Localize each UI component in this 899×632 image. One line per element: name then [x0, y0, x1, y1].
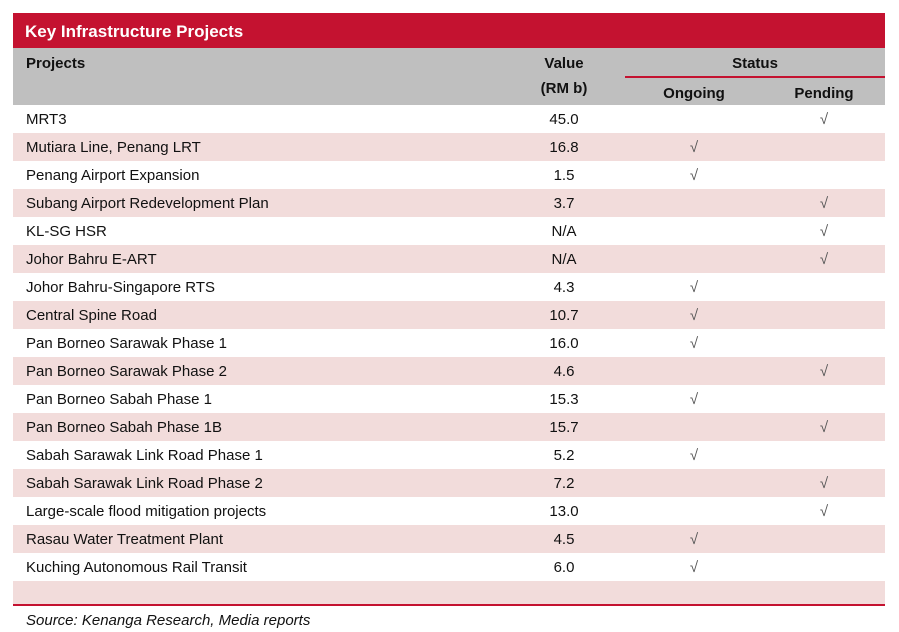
ongoing-check-icon: √ — [689, 335, 699, 352]
table-row: Johor Bahru E-ART N/A √ — [13, 245, 885, 273]
project-name: Large-scale flood mitigation projects — [26, 503, 267, 520]
header-status: Status — [732, 55, 778, 72]
project-value: 45.0 — [549, 111, 579, 128]
pending-check-icon: √ — [819, 475, 829, 492]
bottom-rule — [13, 604, 885, 606]
table-row: Pan Borneo Sarawak Phase 1 16.0 √ — [13, 329, 885, 357]
table-title: Key Infrastructure Projects — [13, 13, 885, 48]
project-name: Sabah Sarawak Link Road Phase 1 — [26, 447, 263, 464]
project-value: 16.0 — [549, 335, 579, 352]
status-divider — [625, 76, 885, 78]
table-row: MRT3 45.0 √ — [13, 105, 885, 133]
table-row: Johor Bahru-Singapore RTS 4.3 √ — [13, 273, 885, 301]
table-row: KL-SG HSR N/A √ — [13, 217, 885, 245]
pending-check-icon: √ — [819, 111, 829, 128]
table-row: Penang Airport Expansion 1.5 √ — [13, 161, 885, 189]
header-pending: Pending — [794, 85, 854, 102]
ongoing-check-icon: √ — [689, 307, 699, 324]
header-projects: Projects — [26, 55, 86, 72]
ongoing-check-icon: √ — [689, 167, 699, 184]
pending-check-icon: √ — [819, 223, 829, 240]
project-value: 4.5 — [553, 531, 575, 548]
project-value: N/A — [551, 251, 577, 268]
header-ongoing: Ongoing — [663, 85, 725, 102]
project-name: MRT3 — [26, 111, 67, 128]
table-row: Rasau Water Treatment Plant 4.5 √ — [13, 525, 885, 553]
table-row: Pan Borneo Sarawak Phase 2 4.6 √ — [13, 357, 885, 385]
project-value: 1.5 — [553, 167, 575, 184]
header-value-unit: (RM b) — [540, 80, 588, 97]
pending-check-icon: √ — [819, 503, 829, 520]
header-value: Value — [544, 55, 584, 72]
ongoing-check-icon: √ — [689, 531, 699, 548]
project-value: 15.3 — [549, 391, 579, 408]
table-header: Projects Value (RM b) Status Ongoing Pen… — [13, 48, 885, 105]
project-name: Rasau Water Treatment Plant — [26, 531, 224, 548]
pending-check-icon: √ — [819, 195, 829, 212]
project-value: 10.7 — [549, 307, 579, 324]
ongoing-check-icon: √ — [689, 139, 699, 156]
table-row: Mutiara Line, Penang LRT 16.8 √ — [13, 133, 885, 161]
ongoing-check-icon: √ — [689, 447, 699, 464]
project-name: Penang Airport Expansion — [26, 167, 200, 184]
project-name: Mutiara Line, Penang LRT — [26, 139, 201, 156]
project-name: Central Spine Road — [26, 307, 157, 324]
project-value: 16.8 — [549, 139, 579, 156]
table-row: Large-scale flood mitigation projects 13… — [13, 497, 885, 525]
project-value: 5.2 — [553, 447, 575, 464]
project-name: KL-SG HSR — [26, 223, 107, 240]
project-name: Subang Airport Redevelopment Plan — [26, 195, 269, 212]
ongoing-check-icon: √ — [689, 391, 699, 408]
table-row: Pan Borneo Sabah Phase 1B 15.7 √ — [13, 413, 885, 441]
ongoing-check-icon: √ — [689, 279, 699, 296]
project-value: 3.7 — [553, 195, 575, 212]
infrastructure-table: Key Infrastructure Projects Projects Val… — [13, 13, 885, 606]
project-name: Sabah Sarawak Link Road Phase 2 — [26, 475, 263, 492]
project-name: Johor Bahru-Singapore RTS — [26, 279, 215, 296]
project-name: Pan Borneo Sabah Phase 1B — [26, 419, 222, 436]
project-value: 6.0 — [553, 559, 575, 576]
project-value: 13.0 — [549, 503, 579, 520]
table-row: Central Spine Road 10.7 √ — [13, 301, 885, 329]
project-name: Pan Borneo Sabah Phase 1 — [26, 391, 212, 408]
project-name: Johor Bahru E-ART — [26, 251, 157, 268]
project-name: Pan Borneo Sarawak Phase 2 — [26, 363, 227, 380]
pending-check-icon: √ — [819, 251, 829, 268]
project-name: Kuching Autonomous Rail Transit — [26, 559, 247, 576]
ongoing-check-icon: √ — [689, 559, 699, 576]
project-value: N/A — [551, 223, 577, 240]
project-value: 4.3 — [553, 279, 575, 296]
project-name: Pan Borneo Sarawak Phase 1 — [26, 335, 227, 352]
empty-row — [13, 581, 885, 604]
table-row: Kuching Autonomous Rail Transit 6.0 √ — [13, 553, 885, 581]
table-body: MRT3 45.0 √ Mutiara Line, Penang LRT 16.8… — [13, 105, 885, 581]
pending-check-icon: √ — [819, 419, 829, 436]
table-row: Sabah Sarawak Link Road Phase 2 7.2 √ — [13, 469, 885, 497]
table-row: Sabah Sarawak Link Road Phase 1 5.2 √ — [13, 441, 885, 469]
project-value: 7.2 — [553, 475, 575, 492]
project-value: 15.7 — [549, 419, 579, 436]
pending-check-icon: √ — [819, 363, 829, 380]
table-row: Pan Borneo Sabah Phase 1 15.3 √ — [13, 385, 885, 413]
project-value: 4.6 — [553, 363, 575, 380]
table-row: Subang Airport Redevelopment Plan 3.7 √ — [13, 189, 885, 217]
source-note: Source: Kenanga Research, Media reports — [26, 612, 311, 629]
